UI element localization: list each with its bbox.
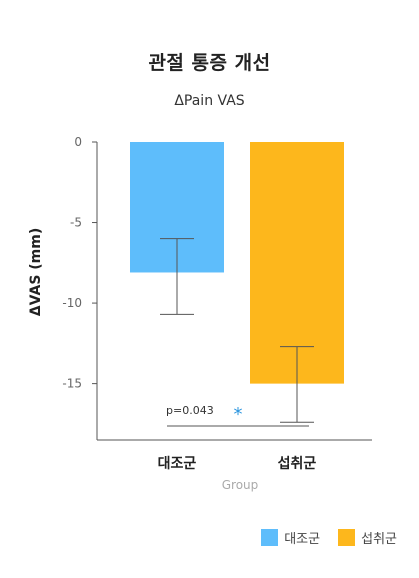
legend-item-intake: 섭취군 [338,528,397,547]
legend-swatch-control [261,529,279,546]
legend-swatch-intake [338,529,356,546]
bar-intake [250,142,344,384]
legend-item-control: 대조군 [261,528,320,547]
x-axis-label: Group [222,478,259,492]
x-tick-label: 섭취군 [278,456,317,472]
y-tick-label: 0 [74,135,82,149]
significance-asterisk: * [234,404,243,425]
y-tick-label: -10 [62,296,82,310]
y-tick-label: -5 [70,216,82,230]
chart-subtitle: ΔPain VAS [174,93,245,109]
legend-label-intake: 섭취군 [361,532,397,547]
legend-label-control: 대조군 [284,532,321,547]
legend: 대조군 섭취군 [261,528,397,547]
y-axis-label: ΔVAS (mm) [28,228,44,316]
x-tick-label: 대조군 [158,456,197,472]
chart-title: 관절 통증 개선 [148,52,271,74]
p-value-label: p=0.043 [166,404,214,417]
y-tick-label: -15 [62,377,82,391]
